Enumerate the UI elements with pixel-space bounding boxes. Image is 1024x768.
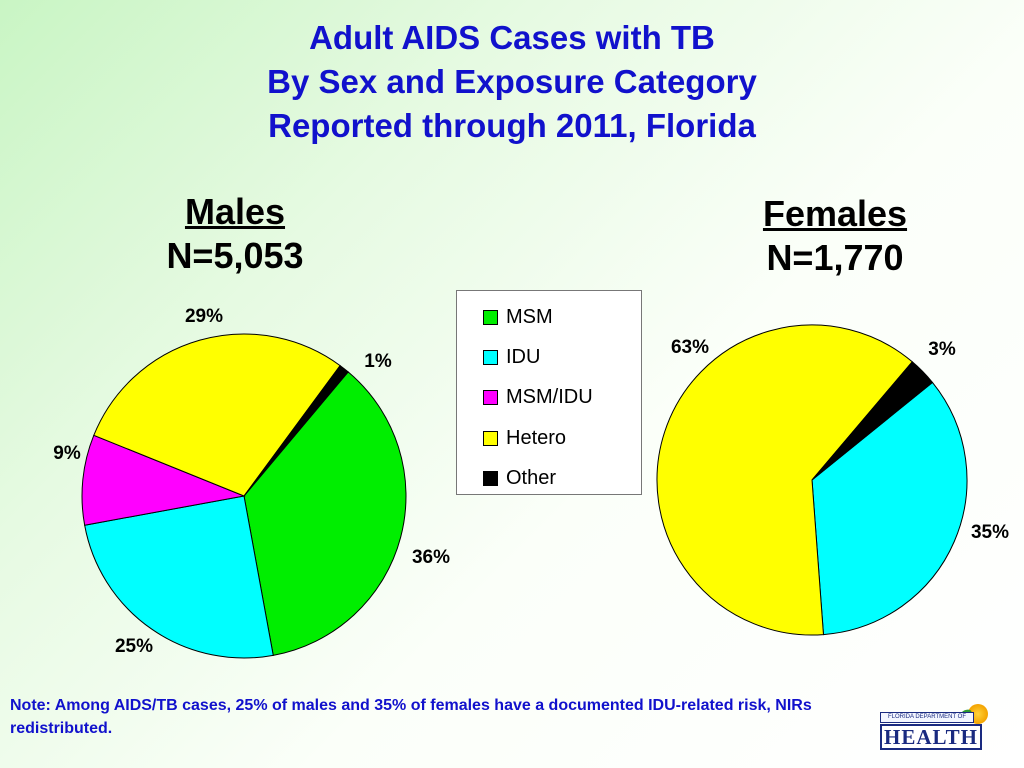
females-label-other: 3% bbox=[928, 339, 956, 360]
legend-item-msm: MSM bbox=[483, 305, 553, 329]
males-label-msm-idu: 9% bbox=[53, 443, 81, 464]
logo-top-text: FLORIDA DEPARTMENT OF bbox=[880, 712, 974, 723]
females-slice-other bbox=[811, 361, 934, 481]
legend-swatch-other bbox=[483, 470, 498, 486]
footnote: Note: Among AIDS/TB cases, 25% of males … bbox=[10, 697, 812, 737]
chart-title: Adult AIDS Cases with TB By Sex and Expo… bbox=[0, 16, 1024, 148]
legend-label-hetero: Hetero bbox=[506, 426, 567, 449]
legend-item-idu: IDU bbox=[483, 345, 540, 369]
legend-item-other: Other bbox=[483, 466, 556, 490]
females-label-hetero: 63% bbox=[671, 337, 709, 358]
legend-swatch-hetero bbox=[483, 430, 498, 446]
males-label-msm: 36% bbox=[412, 547, 450, 568]
legend-swatch-msm-idu bbox=[483, 389, 498, 405]
title-line-3: Reported through 2011, Florida bbox=[268, 107, 756, 144]
females-heading: Females N=1,770 bbox=[735, 192, 935, 280]
legend-label-msm: MSM bbox=[506, 305, 553, 328]
males-label-idu: 25% bbox=[115, 636, 153, 657]
legend-label-msm-idu: MSM/IDU bbox=[506, 385, 593, 408]
males-slice-idu bbox=[84, 495, 274, 659]
legend-label-idu: IDU bbox=[506, 345, 541, 368]
males-slice-msm bbox=[243, 371, 407, 656]
title-line-1: Adult AIDS Cases with TB bbox=[309, 19, 715, 56]
females-slice-idu bbox=[811, 381, 968, 636]
males-title: Males bbox=[184, 191, 286, 232]
legend-swatch-msm bbox=[483, 309, 498, 325]
females-slice-hetero bbox=[656, 324, 913, 636]
males-slice-other bbox=[243, 364, 349, 497]
females-label-idu: 35% bbox=[971, 522, 1009, 543]
males-count: N=5,053 bbox=[166, 235, 304, 276]
males-heading: Males N=5,053 bbox=[135, 190, 335, 278]
legend-swatch-idu bbox=[483, 349, 498, 365]
males-label-hetero: 29% bbox=[185, 306, 223, 327]
logo-main-text: HEALTH bbox=[880, 724, 982, 750]
males-slice-msm-idu bbox=[81, 434, 246, 526]
females-title: Females bbox=[762, 193, 908, 234]
females-count: N=1,770 bbox=[766, 237, 904, 278]
males-label-other: 1% bbox=[364, 351, 392, 372]
legend: MSM IDU MSM/IDU Hetero Other bbox=[456, 290, 642, 495]
legend-item-msm-idu: MSM/IDU bbox=[483, 385, 593, 409]
florida-health-logo: FLORIDA DEPARTMENT OF HEALTH bbox=[876, 702, 990, 750]
legend-item-hetero: Hetero bbox=[483, 426, 566, 450]
legend-label-other: Other bbox=[506, 466, 557, 489]
title-line-2: By Sex and Exposure Category bbox=[267, 63, 757, 100]
males-slice-hetero bbox=[93, 333, 341, 497]
